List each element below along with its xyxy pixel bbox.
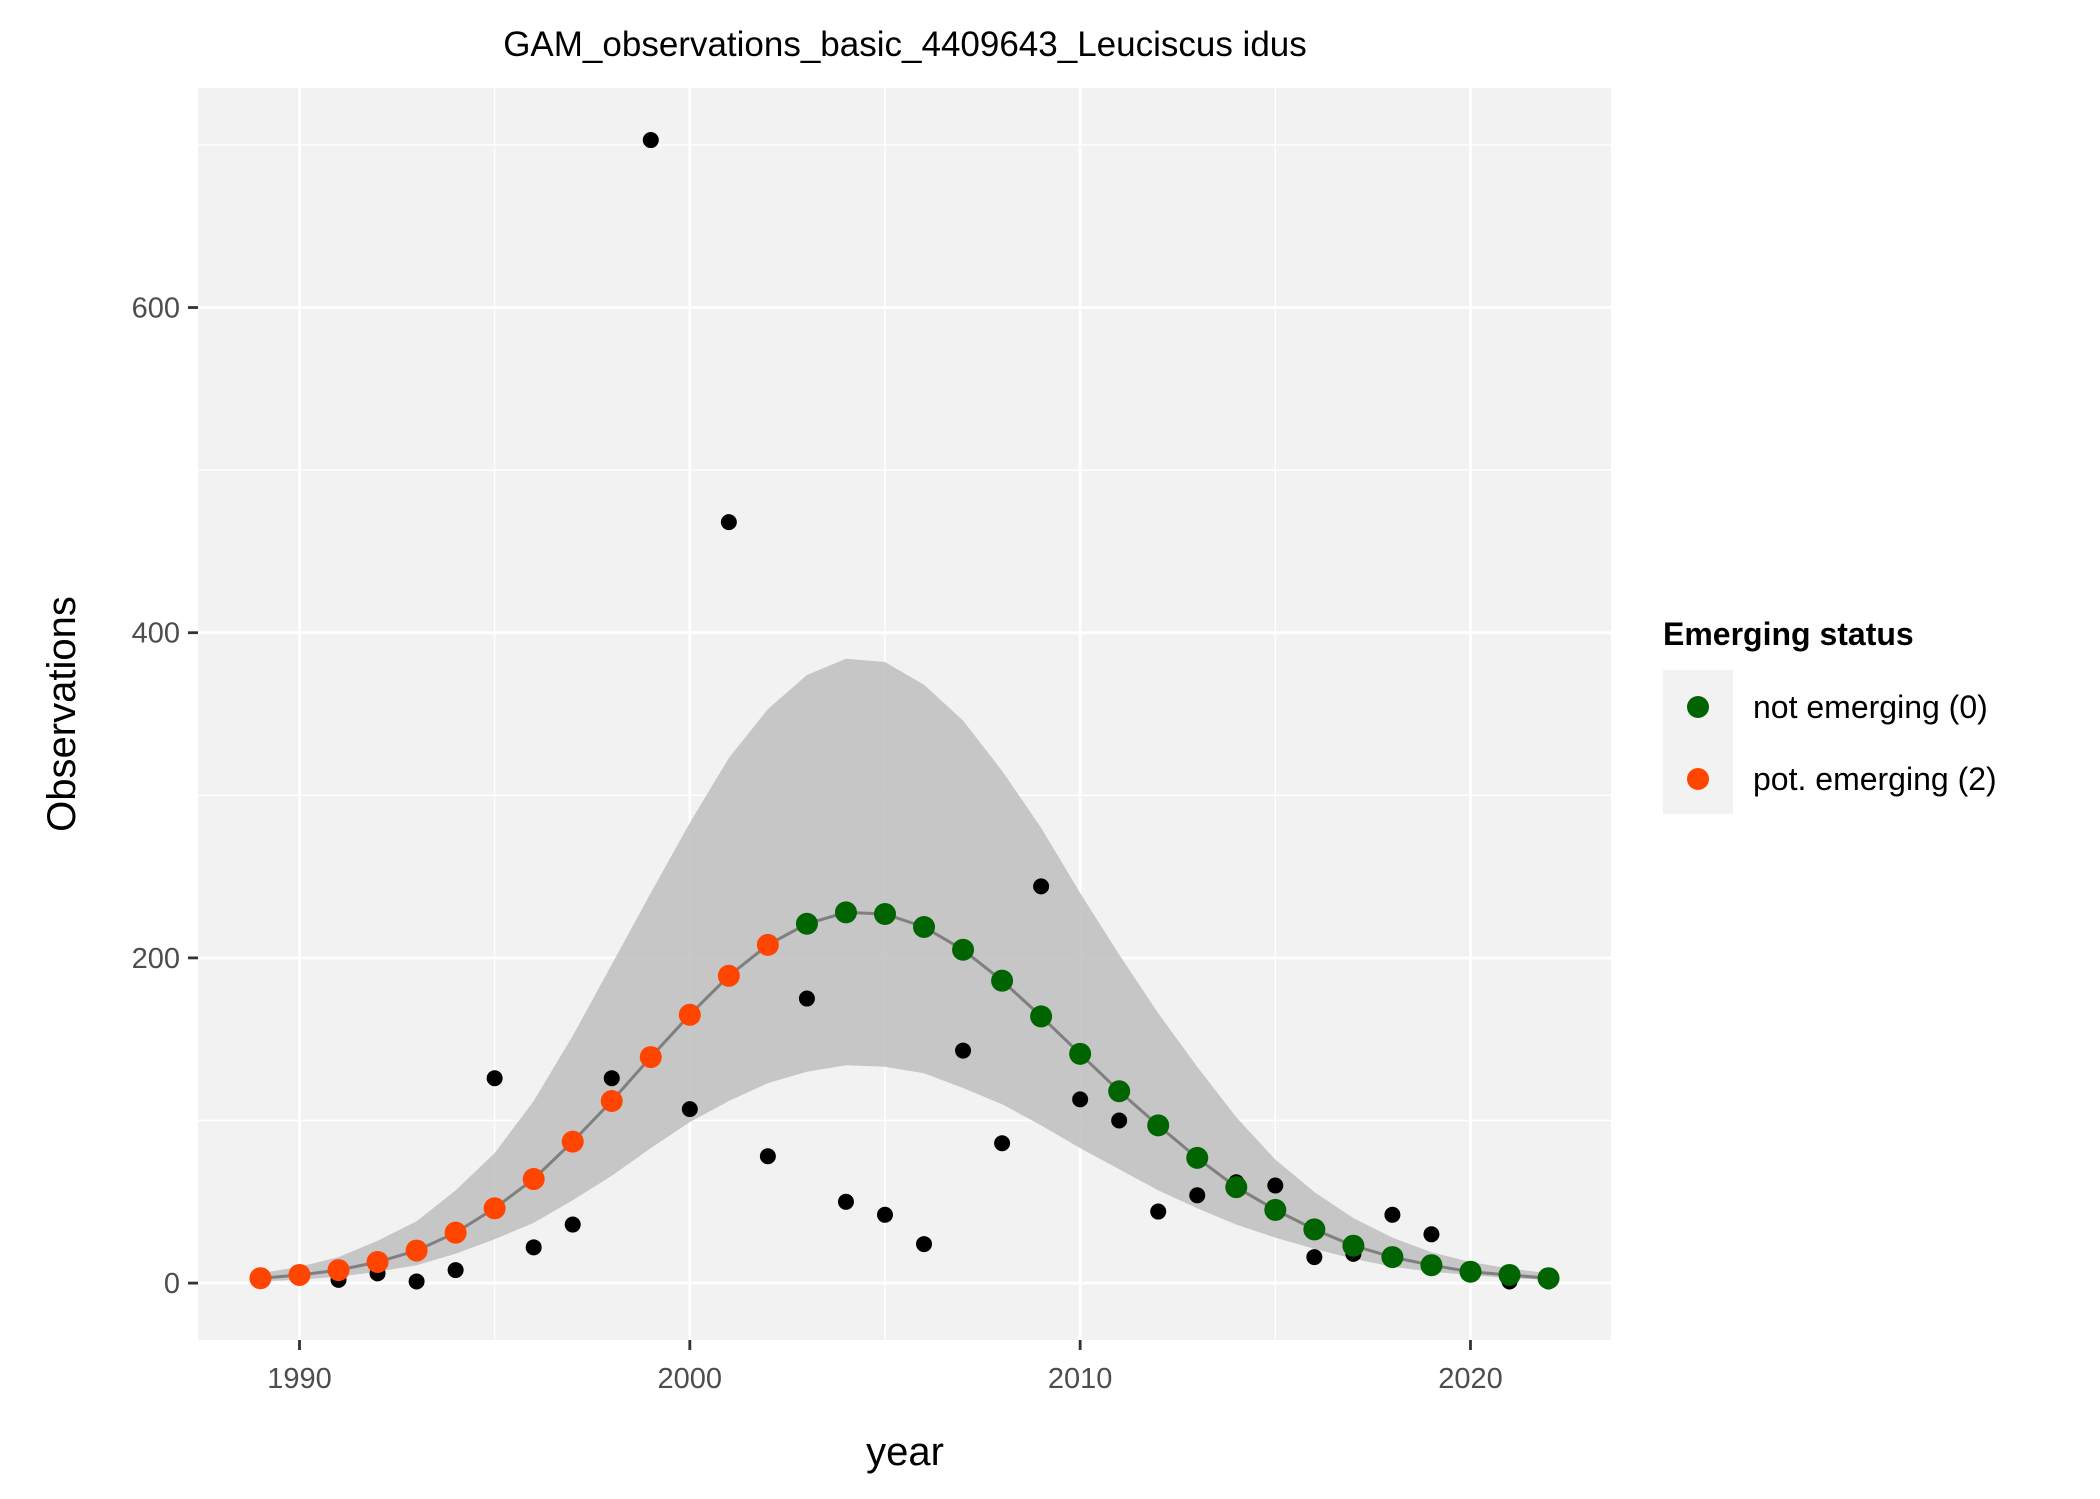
observed-point	[681, 1101, 698, 1118]
legend-label-pot-emerging: pot. emerging (2)	[1753, 761, 1997, 797]
observed-point	[916, 1236, 933, 1253]
fitted-point	[717, 964, 740, 987]
legend-label-not-emerging: not emerging (0)	[1753, 689, 1988, 725]
observed-point	[1267, 1177, 1284, 1194]
fitted-point	[952, 938, 975, 961]
observed-point	[1033, 878, 1050, 895]
observed-point	[1189, 1187, 1206, 1204]
observed-point	[1150, 1203, 1167, 1220]
observed-point	[1111, 1112, 1128, 1129]
legend-key-pot-emerging	[1687, 768, 1709, 790]
fitted-point	[913, 916, 936, 939]
observed-point	[408, 1273, 425, 1290]
observed-point	[837, 1193, 854, 1210]
observed-point	[1423, 1226, 1440, 1243]
fitted-point	[1186, 1146, 1209, 1169]
observed-point	[603, 1070, 620, 1087]
fitted-point	[639, 1046, 662, 1069]
fitted-point	[561, 1130, 584, 1153]
chart-title: GAM_observations_basic_4409643_Leuciscus…	[503, 25, 1307, 64]
fitted-point	[444, 1221, 467, 1244]
y-tick-label: 600	[132, 293, 180, 325]
fitted-point	[834, 901, 857, 924]
y-axis: 0 200 400 600	[132, 293, 198, 1300]
fitted-point	[1069, 1042, 1092, 1065]
fitted-trend-line	[260, 910, 1549, 1280]
fitted-point	[1225, 1176, 1248, 1199]
fitted-point	[873, 902, 896, 925]
fitted-point	[1537, 1267, 1560, 1290]
fitted-point	[405, 1239, 428, 1262]
legend-key-not-emerging	[1687, 696, 1709, 718]
fitted-point	[991, 969, 1014, 992]
observed-point	[447, 1262, 464, 1279]
fitted-point	[366, 1250, 389, 1273]
fitted-point	[600, 1089, 623, 1112]
y-tick-label: 0	[164, 1268, 180, 1300]
fitted-point	[1381, 1246, 1404, 1269]
observed-point	[1072, 1091, 1089, 1108]
fitted-point	[1459, 1260, 1482, 1283]
fitted-point	[327, 1259, 350, 1282]
fitted-point	[1420, 1254, 1443, 1277]
observed-point	[1384, 1206, 1401, 1223]
observed-point	[486, 1070, 503, 1087]
observed-point	[798, 990, 815, 1007]
y-tick-label: 200	[132, 943, 180, 975]
legend-title: Emerging status	[1663, 616, 1914, 652]
legend: Emerging status not emerging (0) pot. em…	[1663, 616, 1997, 814]
fitted-point	[1108, 1080, 1131, 1103]
x-axis: 1990 2000 2010 2020	[267, 1340, 1503, 1395]
fitted-point	[1498, 1263, 1521, 1286]
x-tick-label: 2010	[1048, 1363, 1113, 1395]
confidence-ribbon	[260, 658, 1549, 1282]
fitted-point	[522, 1168, 545, 1191]
fitted-point	[1147, 1114, 1170, 1137]
x-axis-title: year	[866, 1430, 944, 1474]
observed-point	[876, 1206, 893, 1223]
fitted-point	[795, 912, 818, 935]
fitted-point	[1264, 1198, 1287, 1221]
fitted-point	[483, 1197, 506, 1220]
fitted-point	[678, 1003, 701, 1026]
fitted-point	[1342, 1234, 1365, 1257]
fitted-status-points	[249, 901, 1560, 1290]
y-tick-label: 400	[132, 618, 180, 650]
fitted-point	[288, 1263, 311, 1286]
fitted-point	[756, 933, 779, 956]
fitted-point	[1303, 1218, 1326, 1241]
observed-point	[955, 1042, 972, 1059]
observed-point	[564, 1216, 581, 1233]
x-tick-label: 2020	[1438, 1363, 1503, 1395]
x-tick-label: 2000	[658, 1363, 723, 1395]
x-tick-label: 1990	[267, 1363, 332, 1395]
observed-point	[759, 1148, 776, 1165]
fitted-point	[249, 1267, 272, 1290]
observed-point	[642, 132, 659, 149]
legend-key-background	[1663, 670, 1733, 814]
observed-point	[994, 1135, 1011, 1152]
observed-point	[525, 1239, 542, 1256]
observed-point	[720, 514, 737, 531]
y-axis-title: Observations	[40, 596, 84, 832]
observed-point	[1306, 1249, 1323, 1266]
fitted-point	[1030, 1005, 1053, 1028]
